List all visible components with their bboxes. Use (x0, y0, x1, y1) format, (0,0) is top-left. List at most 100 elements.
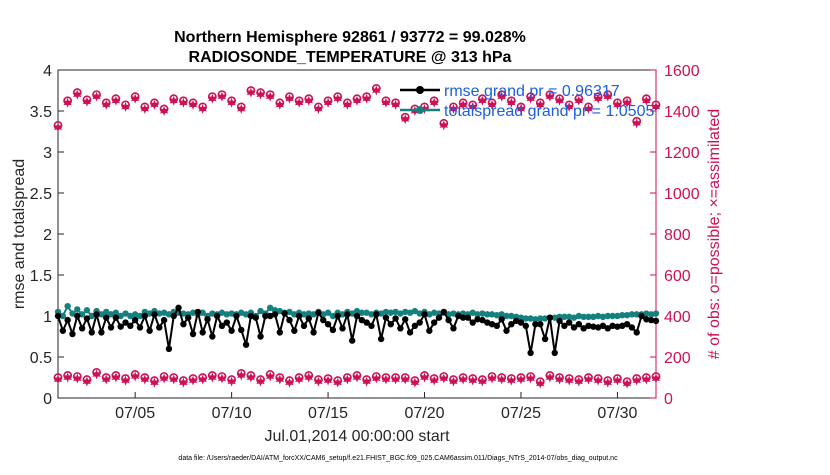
obs-assimilated-point (333, 93, 343, 104)
totalspread-point (402, 308, 409, 316)
rmse-point (276, 329, 284, 336)
totalspread-point (103, 308, 110, 316)
obs-assimilated-point (458, 99, 468, 110)
totalspread-point (623, 311, 631, 319)
obs-assimilated-point (545, 91, 555, 102)
left-tick-label: 1.5 (30, 268, 52, 285)
obs-assimilated-point (497, 91, 507, 102)
obs-assimilated-point (227, 376, 236, 387)
obs-assimilated-point (362, 376, 371, 387)
totalspread-point (527, 315, 534, 322)
rmse-point (614, 323, 621, 330)
rmse-point (247, 312, 255, 320)
obs-assimilated-point (439, 120, 449, 131)
left-tick-label: 0.5 (30, 350, 52, 367)
totalspread-point (430, 309, 438, 316)
rmse-point (199, 329, 206, 336)
totalspread-point (532, 316, 539, 323)
obs-assimilated-point (564, 101, 574, 112)
totalspread-point (590, 313, 597, 321)
totalspread-point (257, 307, 264, 315)
rmse-point (541, 335, 549, 343)
y-axis-left-label: rmse and totalspread (11, 159, 28, 309)
obs-assimilated-point (478, 95, 487, 106)
rmse-point (594, 324, 602, 331)
rmse-point (430, 319, 438, 326)
x-tick-label: 07/30 (597, 405, 637, 422)
rmse-point (223, 319, 230, 326)
rmse-point (358, 316, 366, 324)
rmse-point (194, 308, 202, 316)
obs-assimilated-point (207, 93, 217, 104)
obs-assimilated-point (603, 91, 613, 102)
obs-assimilated-point (246, 87, 256, 98)
right-tick-label: 600 (664, 268, 691, 285)
rmse-point (435, 314, 443, 321)
obs-assimilated-point (63, 97, 72, 108)
rmse-point (107, 324, 115, 331)
totalspread-point (647, 311, 655, 318)
obs-assimilated-point (236, 103, 246, 114)
rmse-point (551, 349, 558, 357)
totalspread-point (329, 312, 337, 320)
left-tick-label: 4 (43, 63, 52, 80)
totalspread-point (609, 312, 616, 320)
rmse-point (175, 304, 182, 311)
obs-assimilated-point (371, 85, 381, 96)
rmse-point (604, 325, 611, 332)
obs-assimilated-point (449, 376, 458, 387)
obs-assimilated-point (304, 95, 314, 106)
totalspread-point (387, 309, 394, 316)
totalspread-point (228, 310, 235, 317)
right-tick-label: 200 (664, 350, 691, 367)
left-axis: 0 0.5 1 1.5 2 2.5 3 3.5 4 (30, 63, 64, 408)
left-tick-label: 2.5 (30, 186, 52, 203)
obs-assimilated-point (516, 103, 526, 114)
totalspread-point (392, 308, 399, 316)
rmse-point (556, 317, 563, 325)
rmse-point (575, 321, 583, 328)
series-obs_assimilated_low (53, 369, 661, 389)
legend-totalspread-marker (416, 106, 424, 114)
rmse-point (238, 326, 245, 334)
obs-assimilated-point (371, 373, 381, 384)
obs-assimilated-point (304, 372, 314, 383)
totalspread-point (537, 315, 544, 322)
obs-assimilated-point (179, 97, 188, 108)
rmse-point (170, 312, 177, 320)
obs-assimilated-point (613, 375, 622, 386)
obs-assimilated-point (613, 99, 622, 110)
totalspread-point (493, 311, 501, 319)
totalspread-point (339, 311, 346, 318)
totalspread-point (633, 311, 640, 318)
rmse-point (522, 322, 529, 330)
rmse-point (98, 329, 105, 336)
legend: rmse grand pr = 0.96317 totalspread gran… (400, 83, 654, 120)
totalspread-point (585, 313, 592, 321)
rmse-point (122, 319, 129, 326)
rmse-point (546, 314, 554, 321)
rmse-point (151, 311, 158, 318)
totalspread-point (305, 310, 312, 317)
obs-assimilated-point (140, 103, 150, 114)
rmse-point (320, 316, 327, 324)
obs-assimilated-point (545, 372, 555, 383)
obs-assimilated-point (352, 372, 362, 383)
obs-assimilated-point (526, 373, 535, 384)
obs-assimilated-point (651, 373, 661, 384)
rmse-point (633, 329, 640, 336)
rmse-point (469, 319, 476, 326)
totalspread-point (286, 308, 293, 316)
rmse-point (479, 316, 486, 324)
obs-assimilated-point (400, 374, 410, 385)
totalspread-point (604, 312, 611, 320)
totalspread-point (570, 314, 578, 321)
obs-assimilated-point (468, 375, 478, 386)
obs-assimilated-point (82, 96, 92, 107)
totalspread-point (59, 312, 67, 320)
rmse-point (590, 323, 597, 330)
rmse-point (387, 321, 394, 328)
obs-assimilated-point (121, 101, 130, 112)
obs-assimilated-point (150, 99, 159, 110)
